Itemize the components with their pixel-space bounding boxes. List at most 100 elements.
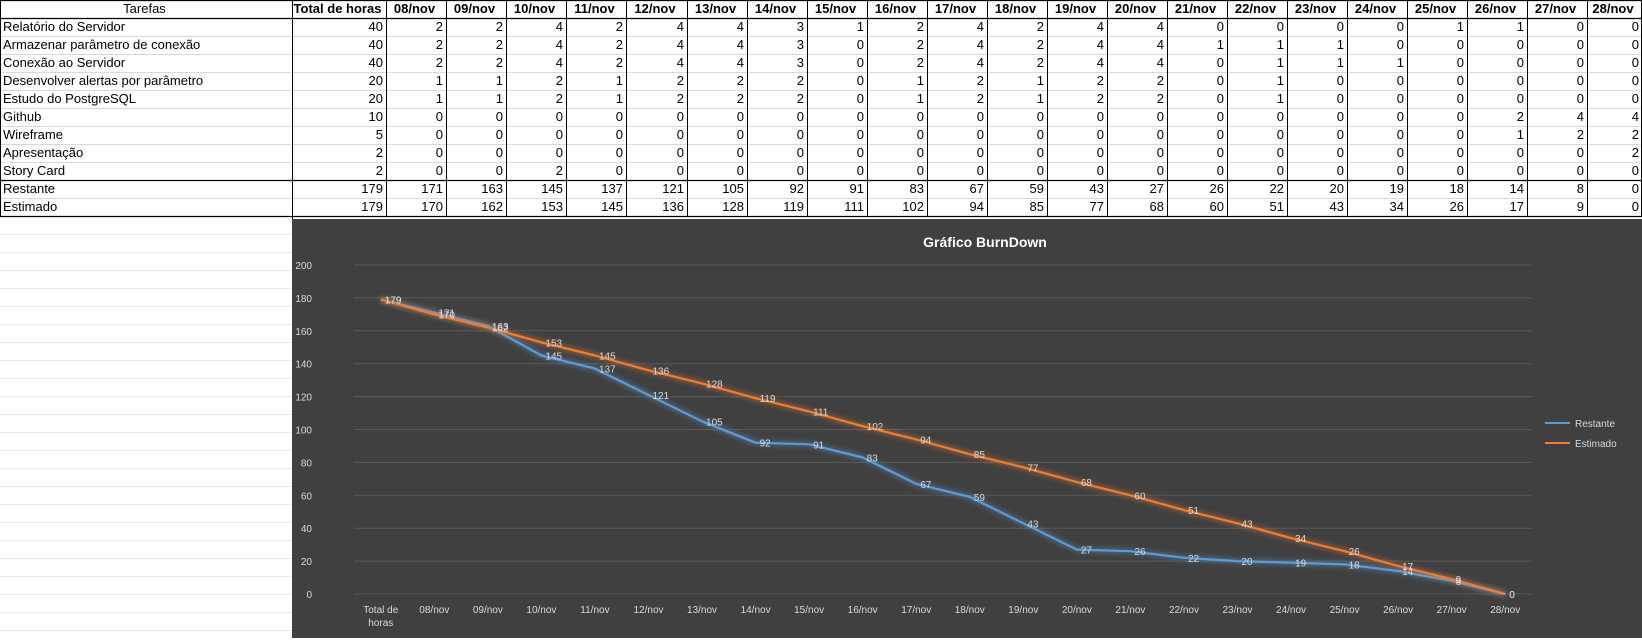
task-total[interactable]: 40 [368,37,383,52]
summary-total[interactable]: 179 [361,199,383,214]
summary-day-cell[interactable]: 19 [1389,181,1404,196]
task-day-cell[interactable]: 0 [435,127,443,142]
task-day-cell[interactable]: 0 [1516,37,1524,52]
task-day-cell[interactable]: 0 [1516,73,1524,88]
task-day-cell[interactable]: 0 [856,37,864,52]
summary-name[interactable]: Restante [3,181,56,196]
header-date[interactable]: 10/nov [513,1,556,16]
task-day-cell[interactable]: 1 [615,73,623,88]
task-day-cell[interactable]: 4 [736,37,744,52]
task-day-cell[interactable]: 0 [1276,109,1284,124]
task-day-cell[interactable]: 0 [856,55,864,70]
task-day-cell[interactable]: 0 [676,163,684,178]
task-day-cell[interactable]: 4 [676,19,684,34]
summary-day-cell[interactable]: 145 [601,199,623,214]
task-day-cell[interactable]: 1 [615,91,623,106]
summary-day-cell[interactable]: 102 [902,199,924,214]
summary-day-cell[interactable]: 68 [1149,199,1164,214]
task-day-cell[interactable]: 0 [1456,91,1464,106]
task-day-cell[interactable]: 2 [1516,109,1524,124]
task-day-cell[interactable]: 0 [856,73,864,88]
header-date[interactable]: 19/nov [1054,1,1097,16]
task-day-cell[interactable]: 1 [1456,19,1464,34]
task-day-cell[interactable]: 0 [1216,163,1224,178]
task-day-cell[interactable]: 2 [1156,73,1164,88]
task-total[interactable]: 40 [368,19,383,34]
summary-day-cell[interactable]: 60 [1209,199,1224,214]
task-day-cell[interactable]: 2 [976,91,984,106]
task-day-cell[interactable]: 0 [1396,19,1404,34]
task-day-cell[interactable]: 4 [676,37,684,52]
task-day-cell[interactable]: 1 [916,91,924,106]
summary-day-cell[interactable]: 94 [969,199,984,214]
task-day-cell[interactable]: 0 [555,127,563,142]
task-day-cell[interactable]: 4 [1096,37,1104,52]
task-day-cell[interactable]: 0 [495,109,503,124]
task-day-cell[interactable]: 0 [1396,91,1404,106]
task-day-cell[interactable]: 0 [1576,37,1584,52]
summary-day-cell[interactable]: 59 [1029,181,1044,196]
summary-day-cell[interactable]: 0 [1631,181,1639,196]
task-day-cell[interactable]: 0 [976,145,984,160]
summary-day-cell[interactable]: 20 [1329,181,1344,196]
task-day-cell[interactable]: 0 [1336,91,1344,106]
header-date[interactable]: 23/nov [1294,1,1337,16]
task-day-cell[interactable]: 2 [1036,55,1044,70]
task-day-cell[interactable]: 2 [435,19,443,34]
task-day-cell[interactable]: 2 [555,91,563,106]
task-day-cell[interactable]: 0 [1516,145,1524,160]
task-day-cell[interactable]: 0 [495,145,503,160]
summary-day-cell[interactable]: 91 [849,181,864,196]
task-day-cell[interactable]: 1 [1336,37,1344,52]
task-day-cell[interactable]: 0 [1456,55,1464,70]
summary-day-cell[interactable]: 9 [1576,199,1584,214]
task-day-cell[interactable]: 0 [1336,163,1344,178]
task-name[interactable]: Estudo do PostgreSQL [3,91,136,106]
task-day-cell[interactable]: 0 [1036,145,1044,160]
summary-day-cell[interactable]: 26 [1449,199,1464,214]
task-day-cell[interactable]: 4 [1156,55,1164,70]
task-day-cell[interactable]: 0 [1516,91,1524,106]
task-day-cell[interactable]: 0 [1396,127,1404,142]
task-day-cell[interactable]: 2 [916,19,924,34]
task-total[interactable]: 40 [368,55,383,70]
task-day-cell[interactable]: 0 [555,109,563,124]
task-day-cell[interactable]: 0 [1576,73,1584,88]
task-day-cell[interactable]: 0 [615,145,623,160]
task-day-cell[interactable]: 4 [1096,19,1104,34]
task-day-cell[interactable]: 1 [1036,73,1044,88]
task-day-cell[interactable]: 0 [1456,163,1464,178]
summary-day-cell[interactable]: 43 [1089,181,1104,196]
task-day-cell[interactable]: 0 [916,163,924,178]
task-day-cell[interactable]: 0 [1336,145,1344,160]
task-day-cell[interactable]: 0 [1276,145,1284,160]
task-day-cell[interactable]: 2 [676,91,684,106]
task-day-cell[interactable]: 0 [856,163,864,178]
task-day-cell[interactable]: 1 [1276,73,1284,88]
task-day-cell[interactable]: 2 [1096,91,1104,106]
task-day-cell[interactable]: 2 [1036,37,1044,52]
task-day-cell[interactable]: 0 [856,91,864,106]
task-day-cell[interactable]: 2 [796,73,804,88]
task-day-cell[interactable]: 0 [916,127,924,142]
task-name[interactable]: Conexão ao Servidor [3,55,126,70]
task-name[interactable]: Wireframe [3,127,63,142]
task-day-cell[interactable]: 4 [1631,109,1639,124]
header-date[interactable]: 12/nov [634,1,676,16]
task-day-cell[interactable]: 0 [676,145,684,160]
task-day-cell[interactable]: 2 [1036,19,1044,34]
task-day-cell[interactable]: 0 [1216,73,1224,88]
task-day-cell[interactable]: 3 [796,55,804,70]
task-day-cell[interactable]: 0 [1631,73,1639,88]
task-name[interactable]: Relatório do Servidor [3,19,126,34]
task-day-cell[interactable]: 3 [796,37,804,52]
task-day-cell[interactable]: 1 [1276,91,1284,106]
task-day-cell[interactable]: 0 [1396,163,1404,178]
summary-day-cell[interactable]: 145 [541,181,563,196]
task-day-cell[interactable]: 0 [1336,19,1344,34]
task-day-cell[interactable]: 4 [736,55,744,70]
summary-day-cell[interactable]: 137 [601,181,623,196]
header-date[interactable]: 14/nov [754,1,797,16]
task-day-cell[interactable]: 0 [676,109,684,124]
task-day-cell[interactable]: 0 [1036,127,1044,142]
